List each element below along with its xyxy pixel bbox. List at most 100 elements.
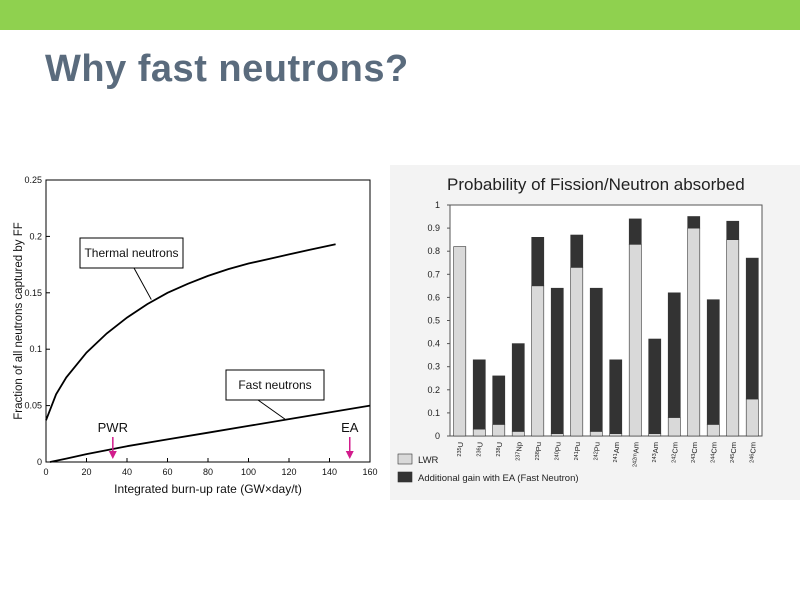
x-tick-label: 160: [362, 467, 377, 477]
category-element: Pu: [592, 442, 601, 451]
bar-segment-fast-gain: [531, 237, 545, 287]
category-element: Cm: [729, 442, 738, 454]
bar-segment-lwr: [492, 424, 506, 437]
category-label: 237Np: [514, 442, 523, 461]
y-tick-label: 0.3: [427, 362, 440, 372]
y-tick-label: 0.6: [427, 292, 440, 302]
y-tick-label: 0.7: [427, 269, 440, 279]
accent-bar: [0, 0, 800, 30]
y-tick-label: 0: [435, 431, 440, 441]
y-axis-label: Fraction of all neutrons captured by FF: [13, 222, 25, 420]
category-label: 236U: [475, 442, 484, 457]
series-leader-line: [133, 267, 152, 300]
category-mass: 238: [535, 451, 541, 460]
category-mass: 238: [496, 447, 502, 456]
bar-segment-lwr: [706, 424, 720, 437]
category-label: 238Pu: [534, 442, 543, 460]
bar-segment-fast-gain: [667, 292, 681, 418]
category-label: 245Cm: [729, 442, 738, 463]
bar-segment-lwr: [570, 267, 584, 437]
bar-segment-lwr: [609, 433, 623, 437]
legend-label: LWR: [418, 455, 439, 466]
category-element: Am: [631, 442, 640, 453]
chart-title: Probability of Fission/Neutron absorbed: [447, 175, 745, 194]
y-tick-label: 1: [435, 200, 440, 210]
category-mass: 235: [457, 447, 463, 456]
y-tick-label: 0: [37, 457, 42, 467]
legend-label: Additional gain with EA (Fast Neutron): [418, 473, 579, 484]
y-tick-label: 0.1: [29, 344, 42, 354]
category-label: 242Cm: [670, 442, 679, 463]
bar-segment-lwr: [511, 431, 525, 437]
bar-segment-fast-gain: [745, 257, 759, 400]
slide-title: Why fast neutrons?: [45, 48, 409, 90]
bar-segment-lwr: [453, 246, 467, 437]
category-label: 235U: [456, 442, 465, 457]
category-label: 242mAm: [631, 442, 640, 467]
bar-segment-fast-gain: [472, 359, 486, 430]
y-tick-label: 0.1: [427, 408, 440, 418]
category-element: Np: [514, 442, 523, 452]
bar-segment-lwr: [628, 244, 642, 437]
bar-segment-fast-gain: [511, 343, 525, 432]
category-mass: 240: [554, 451, 560, 460]
category-element: Pu: [573, 442, 582, 451]
category-mass: 236: [476, 447, 482, 456]
category-label: 243Am: [651, 442, 660, 462]
bar-segment-lwr: [687, 227, 701, 437]
fission-probability-chart: Probability of Fission/Neutron absorbed …: [390, 165, 800, 500]
category-element: Cm: [709, 442, 718, 454]
bar-segment-fast-gain: [589, 287, 603, 432]
category-mass: 237: [515, 452, 521, 461]
category-mass: 243: [691, 454, 697, 463]
bar-segment-lwr: [726, 239, 740, 437]
series-line-0: [45, 243, 336, 421]
category-label: 244Cm: [709, 442, 718, 463]
category-mass: 241: [574, 451, 580, 460]
category-element: Cm: [690, 442, 699, 454]
bar-segment-fast-gain: [706, 299, 720, 425]
category-element: Pu: [553, 442, 562, 451]
series-label-box: [79, 237, 184, 269]
x-axis-label: Integrated burn-up rate (GW×day/t): [114, 482, 302, 496]
bar-segment-fast-gain: [648, 338, 662, 434]
x-tick-label: 100: [241, 467, 256, 477]
bar-segment-lwr: [667, 417, 681, 437]
series-leader-line: [257, 399, 286, 420]
y-tick-label: 0.4: [427, 339, 440, 349]
series-label: Thermal neutrons: [84, 246, 178, 260]
x-tick-label: 140: [322, 467, 337, 477]
x-tick-label: 80: [203, 467, 213, 477]
x-tick-label: 40: [122, 467, 132, 477]
legend-swatch: [397, 471, 413, 483]
series-label: Fast neutrons: [238, 378, 311, 392]
y-tick-label: 0.25: [24, 175, 42, 185]
category-label: 240Pu: [553, 442, 562, 460]
y-tick-label: 0.5: [427, 316, 440, 326]
category-mass: 241: [613, 453, 619, 462]
category-mass: 245: [730, 454, 736, 463]
category-label: 241Pu: [573, 442, 582, 460]
bar-segment-lwr: [531, 285, 545, 437]
neutron-capture-chart: 0 20 40 60 80 100 120 140 160 0 0.05 0.1 0.15 0.2 0.25…: [13, 175, 378, 496]
bar-segment-fast-gain: [609, 359, 623, 435]
y-tick-label: 0.05: [24, 401, 42, 411]
category-mass: 242m: [632, 453, 638, 467]
bar-segment-lwr: [745, 398, 759, 437]
category-label: 241Am: [612, 442, 621, 462]
bar-segment-lwr: [648, 433, 662, 437]
series-line-1: [49, 404, 371, 463]
y-tick-label: 0.8: [427, 246, 440, 256]
category-element: Am: [612, 442, 621, 453]
y-tick-label: 0.2: [29, 231, 42, 241]
category-element: Cm: [748, 442, 757, 454]
bar-segment-fast-gain: [726, 220, 740, 241]
bar-segment-fast-gain: [550, 287, 564, 434]
legend-swatch: [397, 453, 413, 465]
bar-segment-lwr: [472, 428, 486, 437]
bar-segment-fast-gain: [492, 375, 506, 425]
marker-label: EA: [341, 420, 359, 435]
series-label-box: [225, 369, 325, 401]
x-tick-label: 0: [43, 467, 48, 477]
category-mass: 243: [652, 453, 658, 462]
